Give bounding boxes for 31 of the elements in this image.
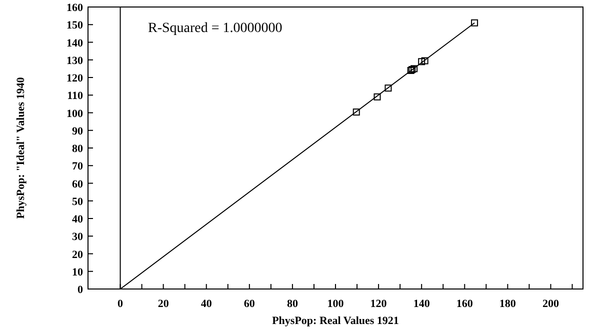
- y-tick-label: 140: [66, 37, 84, 50]
- y-tick-label: 10: [72, 266, 84, 278]
- y-axis-title: PhysPop: "Ideal" Values 1940: [15, 76, 27, 219]
- x-tick-label: 160: [456, 298, 474, 310]
- y-tick-label: 130: [66, 54, 84, 67]
- y-tick-label: 100: [66, 108, 84, 120]
- y-tick-label: 120: [66, 72, 84, 84]
- y-tick-label: 150: [66, 20, 84, 32]
- y-tick-label: 20: [72, 248, 84, 261]
- y-tick-label: 110: [67, 90, 84, 102]
- x-axis-title: PhysPop: Real Values 1921: [272, 315, 399, 327]
- y-tick-label: 60: [72, 178, 84, 190]
- x-tick-label: 40: [200, 298, 212, 310]
- x-tick-label: 60: [244, 298, 256, 310]
- x-tick-label: 0: [118, 298, 124, 310]
- x-tick-label: 120: [370, 298, 388, 310]
- x-tick-label: 200: [542, 298, 560, 310]
- annotation: R-Squared = 1.0000000: [148, 21, 282, 36]
- x-tick-label: 100: [327, 298, 344, 310]
- x-tick-label: 180: [499, 298, 516, 310]
- x-tick-label: 20: [158, 298, 170, 310]
- y-tick-label: 0: [78, 284, 84, 296]
- y-tick-label: 80: [72, 143, 84, 155]
- x-tick-label: 80: [286, 298, 298, 310]
- y-tick-label: 70: [72, 160, 84, 173]
- y-tick-label: 50: [72, 196, 84, 208]
- y-tick-label: 40: [72, 214, 84, 226]
- y-tick-label: 160: [66, 2, 84, 14]
- x-tick-label: 140: [413, 298, 430, 310]
- y-tick-label: 90: [72, 125, 84, 138]
- y-tick-label: 30: [72, 231, 84, 244]
